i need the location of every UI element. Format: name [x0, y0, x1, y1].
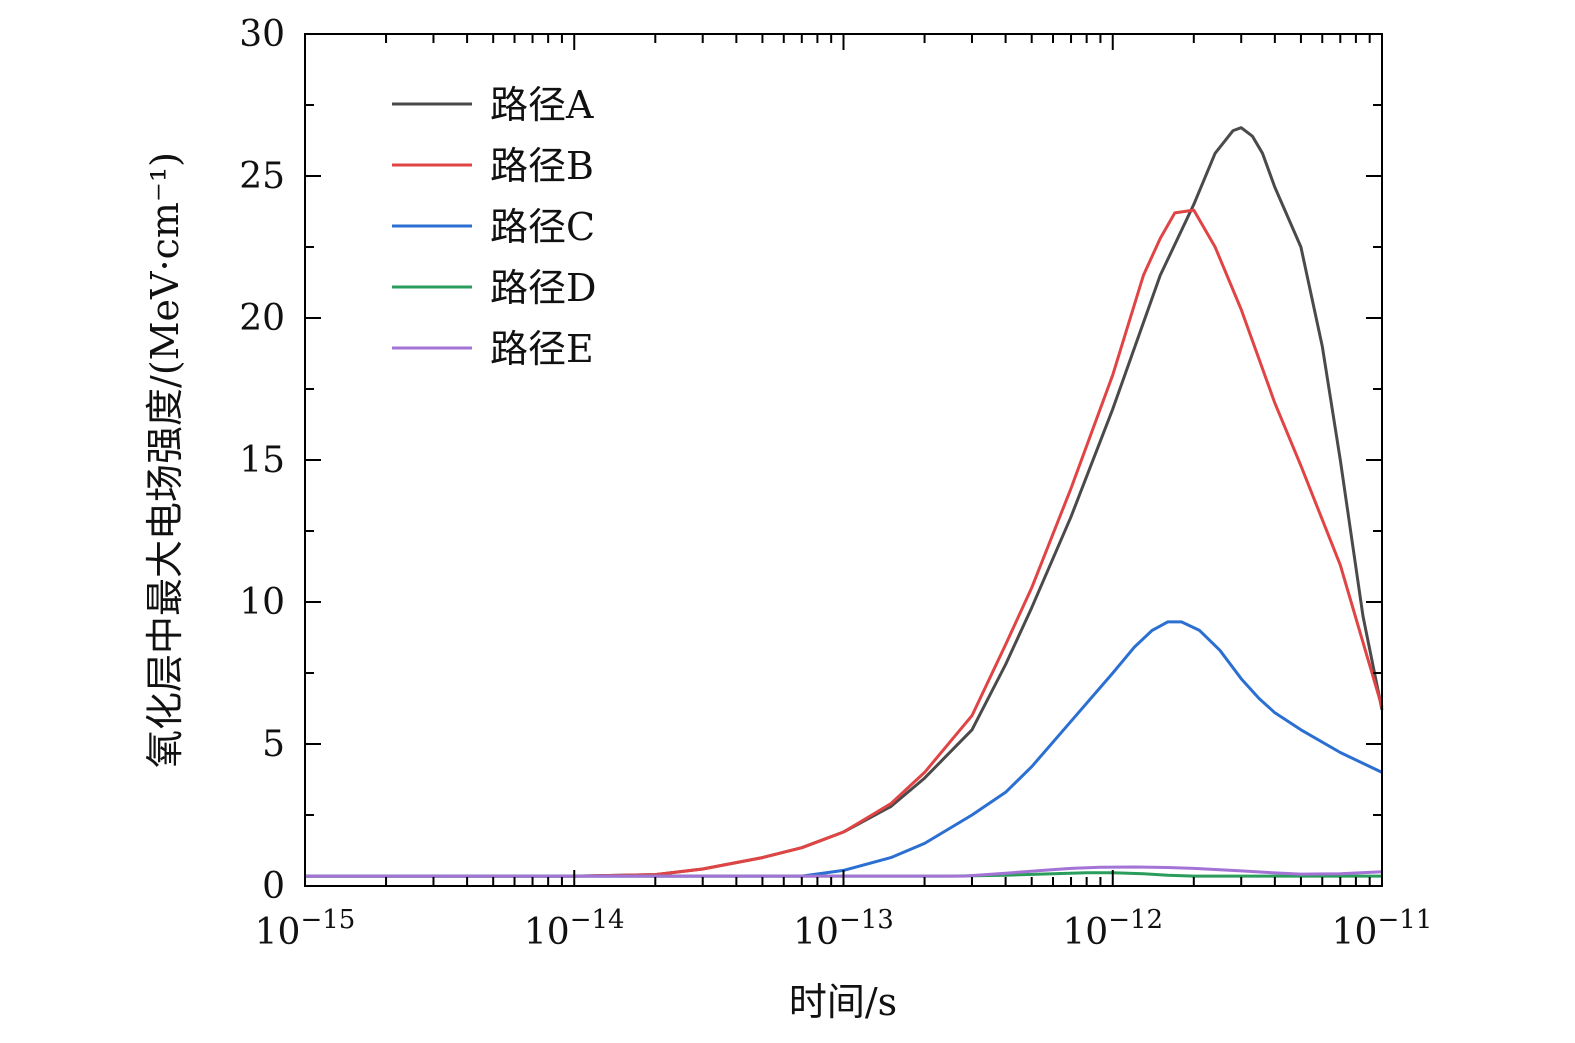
legend: 路径A 路径B 路径C 路径D 路径E — [392, 83, 596, 371]
series-line-2 — [305, 208, 1384, 878]
series-line-1 — [305, 126, 1384, 878]
x-axis-label: 时间/s — [789, 980, 897, 1024]
y-axis-label: 氧化层中最大电场强度/(MeV·cm⁻¹) — [143, 152, 187, 768]
y-tick-label: 10 — [239, 582, 285, 623]
x-tick-label: 10−15 — [255, 905, 356, 953]
x-tick-label: 10−12 — [1062, 905, 1163, 953]
legend-label-1: 路径A — [490, 83, 594, 127]
y-tick-label: 15 — [239, 440, 285, 481]
y-tick-label: 5 — [262, 724, 285, 765]
x-tick-label: 10−14 — [524, 905, 625, 953]
legend-label-5: 路径E — [490, 327, 594, 371]
legend-label-3: 路径C — [490, 205, 595, 249]
plot-frame — [304, 33, 1383, 887]
y-tick-label: 0 — [262, 866, 285, 907]
series-line-3 — [305, 620, 1383, 878]
y-tick-label: 30 — [239, 14, 285, 55]
y-tick-label: 25 — [239, 156, 285, 197]
series-line-5 — [305, 865, 1383, 878]
ticks-layer: 0 5 10 15 20 25 30 10−15 10−14 10−13 10−12 10−11 — [239, 14, 1432, 953]
x-tick-label: 10−13 — [793, 905, 894, 953]
series-layer — [305, 126, 1384, 878]
legend-label-4: 路径D — [490, 266, 596, 310]
x-tick-label: 10−11 — [1332, 905, 1433, 953]
legend-label-2: 路径B — [490, 144, 594, 188]
y-tick-label: 20 — [239, 298, 285, 339]
